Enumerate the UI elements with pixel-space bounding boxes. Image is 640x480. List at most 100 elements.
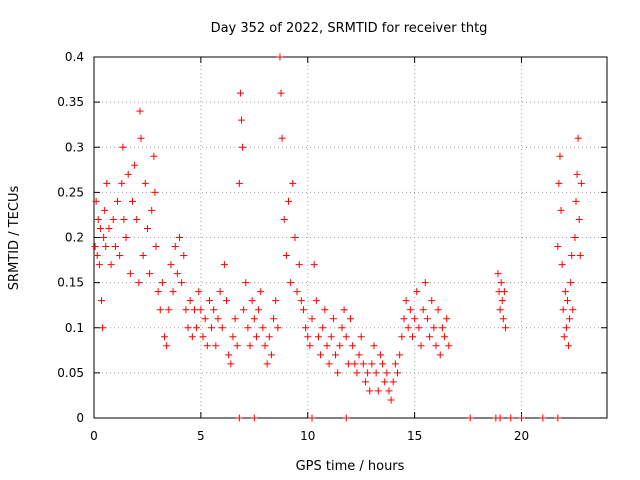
data-point	[161, 333, 169, 341]
data-point	[563, 297, 571, 305]
data-point	[276, 53, 284, 61]
data-point	[102, 243, 110, 251]
data-point	[139, 252, 147, 260]
data-point	[150, 152, 158, 160]
data-point	[432, 342, 440, 350]
data-point	[99, 324, 107, 332]
data-point	[146, 270, 154, 278]
data-point	[428, 297, 436, 305]
data-point	[555, 179, 563, 187]
data-point	[327, 333, 335, 341]
data-point	[361, 378, 369, 386]
data-point	[312, 297, 320, 305]
data-point	[95, 261, 103, 269]
data-point	[293, 288, 301, 296]
data-point	[272, 297, 280, 305]
y-axis-label: SRMTID / TECUs	[7, 186, 22, 291]
data-point	[325, 360, 333, 368]
data-point	[156, 306, 164, 314]
gap-marker-point	[518, 414, 525, 422]
data-point	[190, 306, 198, 314]
data-point	[423, 315, 431, 323]
data-point	[391, 360, 399, 368]
data-point	[336, 342, 344, 350]
y-tick-label: 0.25	[57, 185, 84, 199]
data-point	[355, 351, 363, 359]
data-point	[394, 369, 402, 377]
data-point	[141, 179, 149, 187]
data-point	[126, 270, 134, 278]
data-point	[415, 324, 423, 332]
data-point	[180, 252, 188, 260]
data-point	[396, 351, 404, 359]
data-point	[277, 89, 285, 97]
data-point	[193, 324, 201, 332]
gap-marker-point	[308, 414, 316, 422]
data-point	[499, 315, 507, 323]
gap-marker-point	[235, 414, 243, 422]
data-point	[417, 342, 425, 350]
data-point	[364, 369, 372, 377]
data-point	[576, 252, 584, 260]
data-point	[116, 252, 124, 260]
data-point	[302, 324, 310, 332]
data-point	[370, 342, 378, 350]
y-tick-label: 0.35	[57, 95, 84, 109]
data-point	[434, 306, 442, 314]
data-point	[100, 234, 108, 241]
data-point	[560, 333, 568, 341]
data-point	[306, 342, 314, 350]
data-point	[171, 243, 179, 251]
data-point	[501, 324, 509, 332]
data-point	[105, 224, 113, 232]
data-point	[148, 206, 156, 214]
data-point	[114, 197, 122, 205]
data-point	[248, 297, 256, 305]
data-point	[304, 333, 312, 341]
x-tick-label: 15	[407, 429, 422, 443]
data-point	[259, 324, 267, 332]
data-point	[178, 279, 186, 287]
data-point	[143, 224, 151, 232]
data-point	[314, 333, 322, 341]
data-point	[374, 387, 382, 395]
data-point	[111, 243, 119, 251]
data-point	[255, 306, 263, 314]
data-point	[208, 324, 216, 332]
data-point	[216, 288, 224, 296]
data-point	[188, 333, 196, 341]
data-point	[240, 306, 248, 314]
data-point	[280, 215, 288, 223]
data-point	[329, 315, 337, 323]
data-point	[340, 306, 348, 314]
data-point	[556, 152, 564, 160]
data-point	[402, 297, 410, 305]
data-point	[97, 297, 105, 305]
data-point	[376, 351, 384, 359]
gap-marker-point	[496, 414, 504, 422]
data-point	[567, 279, 575, 287]
y-tick-label: 0.2	[65, 231, 84, 245]
data-point	[289, 179, 297, 187]
data-point	[239, 143, 247, 151]
data-point	[310, 261, 318, 269]
x-axis-label: GPS time / hours	[296, 459, 405, 474]
data-point	[184, 324, 192, 332]
data-point	[411, 315, 419, 323]
data-point	[500, 288, 508, 296]
data-point	[319, 324, 327, 332]
data-point	[559, 306, 567, 314]
x-tick-label: 0	[90, 429, 98, 443]
data-point	[199, 333, 207, 341]
data-point	[338, 324, 346, 332]
data-point	[577, 179, 585, 187]
data-point	[135, 279, 143, 287]
data-point	[94, 215, 102, 223]
data-point	[387, 396, 395, 404]
data-point	[182, 306, 190, 314]
data-point	[379, 360, 387, 368]
data-point	[151, 188, 159, 196]
data-point	[118, 179, 126, 187]
data-point	[406, 306, 414, 314]
